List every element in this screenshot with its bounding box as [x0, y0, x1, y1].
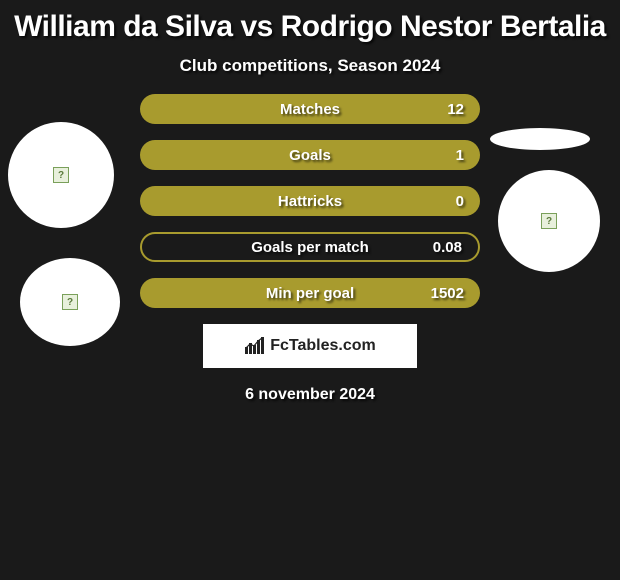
player-circle-right: ? — [498, 170, 600, 272]
stat-label: Min per goal — [156, 285, 464, 302]
stat-bar: Hattricks0 — [140, 186, 480, 216]
stat-value: 1502 — [431, 285, 464, 302]
stat-bar: Goals1 — [140, 140, 480, 170]
stat-value: 1 — [456, 147, 464, 164]
stat-value: 0 — [456, 193, 464, 210]
stat-bars: Matches12 Goals1 Hattricks0 Goals per match… — [140, 94, 480, 308]
player-circle-left-top: ? — [8, 122, 114, 228]
stat-label: Matches — [156, 101, 464, 118]
page-title: William da Silva vs Rodrigo Nestor Berta… — [0, 0, 620, 44]
page-subtitle: Club competitions, Season 2024 — [0, 44, 620, 94]
stat-label: Goals — [156, 147, 464, 164]
brand-text: FcTables.com — [270, 337, 376, 355]
stat-label: Goals per match — [158, 239, 462, 256]
decorative-ellipse — [490, 128, 590, 150]
image-placeholder-icon: ? — [62, 294, 78, 310]
date-text: 6 november 2024 — [0, 368, 620, 422]
stat-value: 12 — [447, 101, 464, 118]
brand-logo: FcTables.com — [244, 337, 376, 355]
stat-label: Hattricks — [156, 193, 464, 210]
brand-box: FcTables.com — [203, 324, 417, 368]
stat-bar: Matches12 — [140, 94, 480, 124]
stat-value: 0.08 — [433, 239, 462, 256]
image-placeholder-icon: ? — [53, 167, 69, 183]
bars-icon — [244, 337, 266, 355]
content-area: ? ? ? Matches12 Goals1 Hattricks0 Goals per… — [0, 94, 620, 422]
stat-bar: Goals per match0.08 — [140, 232, 480, 262]
player-circle-left-bottom: ? — [20, 258, 120, 346]
stat-bar: Min per goal1502 — [140, 278, 480, 308]
image-placeholder-icon: ? — [541, 213, 557, 229]
